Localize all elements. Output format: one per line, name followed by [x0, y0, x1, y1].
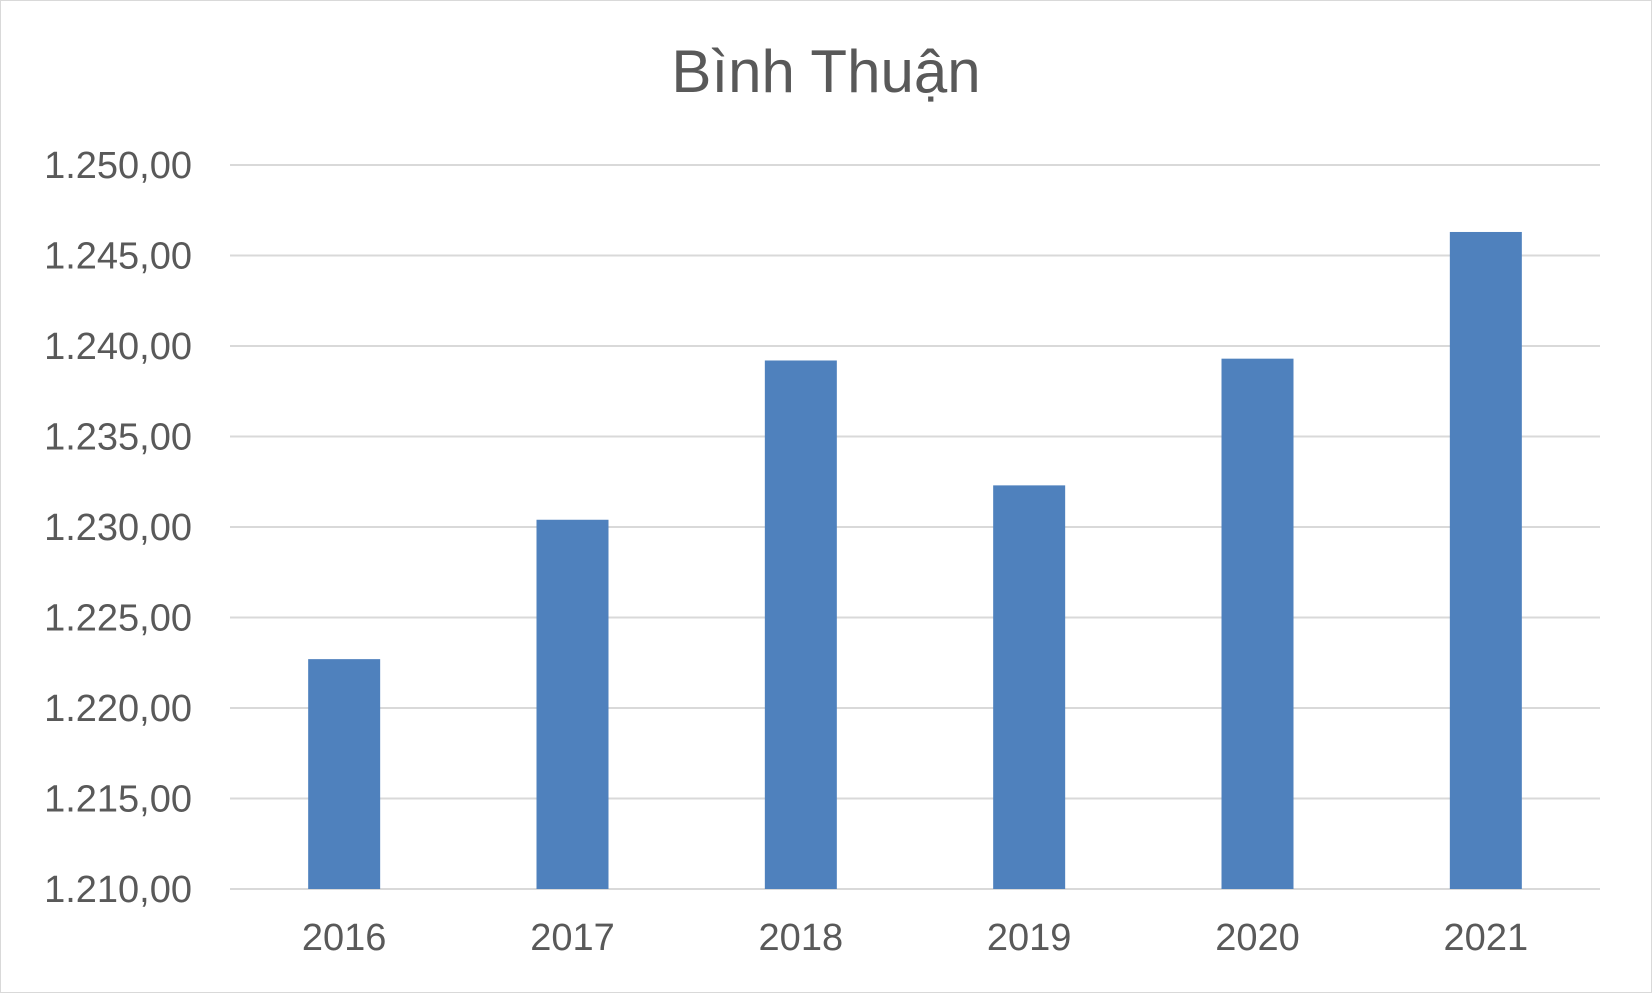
- gridlines: [230, 164, 1600, 890]
- y-tick-label: 1.215,00: [44, 779, 192, 821]
- chart-title: Bình Thuận: [671, 38, 981, 105]
- bar-2019: [993, 485, 1066, 889]
- bar-2020: [1221, 358, 1294, 889]
- y-tick-label: 1.230,00: [44, 507, 192, 549]
- x-tick-label: 2018: [759, 917, 844, 959]
- x-tick-label: 2021: [1444, 917, 1529, 959]
- y-axis-tick-labels: 1.210,00 1.215,00 1.220,00 1.225,00 1.230,00…: [44, 145, 192, 911]
- bar-2018: [764, 360, 837, 890]
- x-axis-tick-labels: 2016 2017 2018 2019 2020 2021: [302, 917, 1528, 959]
- x-tick-label: 2016: [302, 917, 387, 959]
- y-tick-label: 1.210,00: [44, 869, 192, 911]
- x-tick-label: 2020: [1215, 917, 1300, 959]
- bar-2016: [308, 659, 381, 889]
- y-tick-label: 1.240,00: [44, 326, 192, 368]
- x-tick-label: 2017: [530, 917, 615, 959]
- x-tick-label: 2019: [987, 917, 1072, 959]
- bars: [308, 231, 1522, 890]
- bar-2021: [1449, 231, 1522, 890]
- bar-2017: [536, 519, 609, 889]
- y-tick-label: 1.245,00: [44, 236, 192, 278]
- y-tick-label: 1.235,00: [44, 417, 192, 459]
- y-tick-label: 1.225,00: [44, 598, 192, 640]
- y-tick-label: 1.220,00: [44, 688, 192, 730]
- y-tick-label: 1.250,00: [44, 145, 192, 187]
